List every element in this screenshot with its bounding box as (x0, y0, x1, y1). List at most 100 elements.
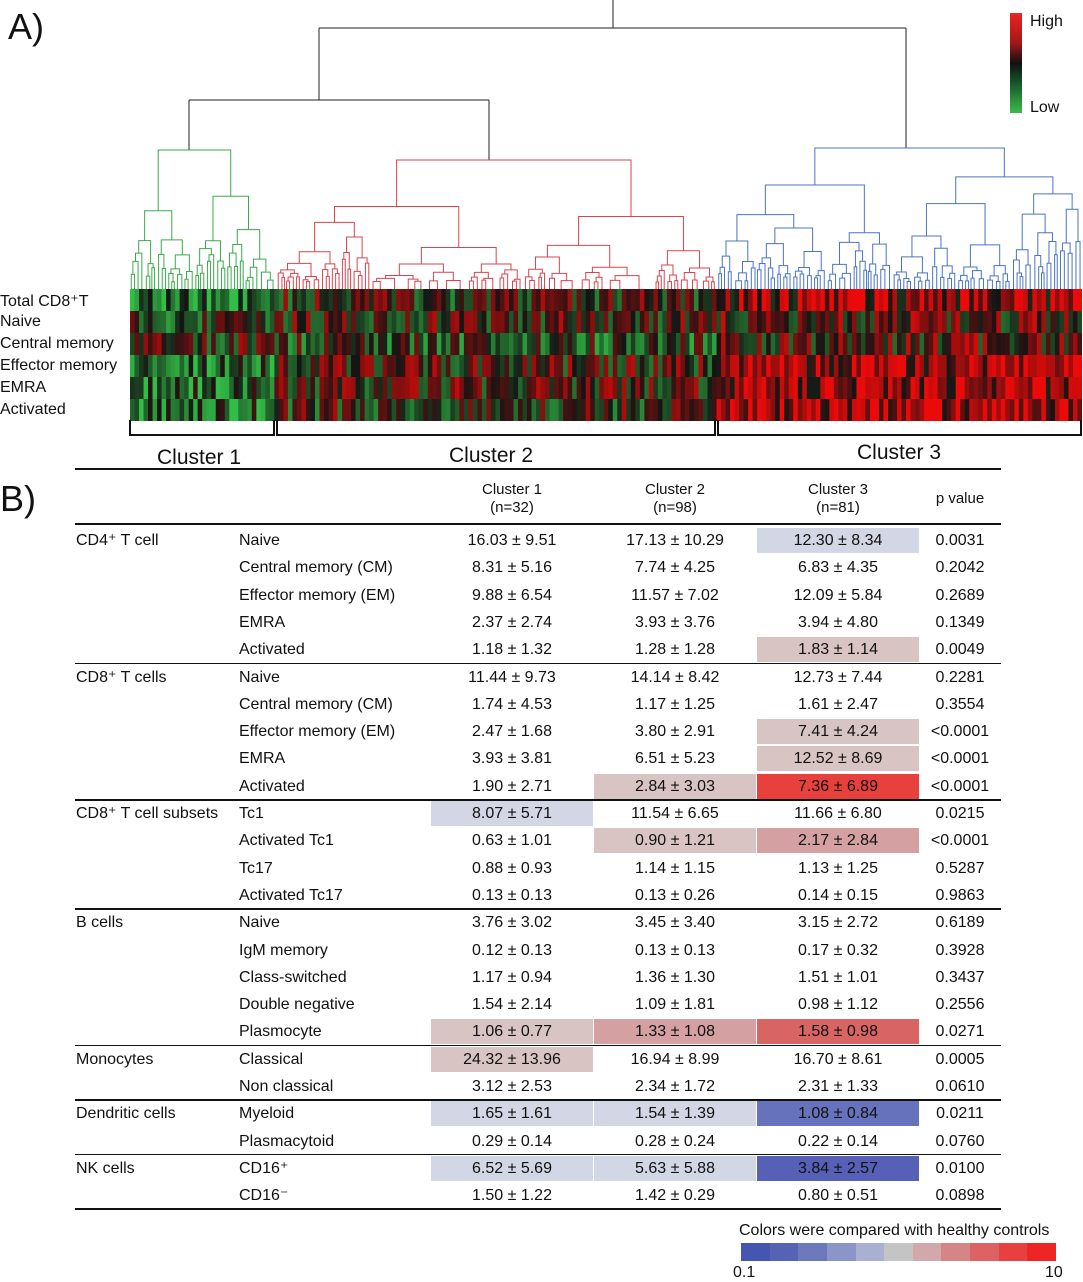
heatmap-cell (802, 377, 808, 399)
heatmap-cell (418, 333, 424, 355)
heatmap-cell (387, 289, 393, 311)
dendrogram-branch (168, 272, 174, 282)
heatmap-cell (558, 399, 564, 421)
heatmap-cell (351, 377, 357, 399)
heatmap-cell (157, 333, 163, 355)
heatmap-cell (220, 289, 226, 311)
heatmap-cell (1068, 333, 1074, 355)
row-label: Naive (239, 668, 280, 686)
dendrogram-branch (199, 272, 205, 280)
heatmap-cell (838, 399, 844, 421)
dendrogram-branch (1065, 208, 1079, 244)
dendrogram-branch (873, 274, 878, 282)
heatmap-cell (134, 311, 140, 333)
heatmap-cell (558, 333, 564, 355)
heatmap-cell (883, 311, 889, 333)
dendrogram-branch (897, 279, 902, 285)
heatmap-cell (874, 399, 880, 421)
table-cell: 1.54 ± 1.39 (594, 1101, 756, 1127)
heatmap-cell (1027, 377, 1033, 399)
heatmap-cell (387, 333, 393, 355)
heatmap-cell (179, 355, 185, 377)
table-cell: 3.94 ± 4.80 (798, 613, 878, 631)
heatmap-cell (540, 355, 546, 377)
heatmap-cell (188, 399, 194, 421)
heatmap-cell (256, 289, 262, 311)
dendrogram-branch (481, 279, 487, 285)
dendrogram-branch (614, 275, 640, 283)
dendrogram-branch (691, 279, 698, 285)
heatmap-cell (802, 289, 808, 311)
heatmap-cell (770, 377, 776, 399)
heatmap-cell (211, 311, 217, 333)
dendrogram-branch (144, 210, 173, 241)
heatmap-cell (400, 377, 406, 399)
heatmap-cell (143, 289, 149, 311)
table-cell: 12.52 ± 8.69 (757, 746, 919, 772)
heatmap-cell (693, 355, 700, 377)
dendrogram-branch (863, 269, 868, 279)
heatmap-cell (897, 333, 903, 355)
p-value: 0.3928 (935, 941, 985, 959)
heatmap-cell (675, 333, 682, 355)
dendrogram-branch (761, 257, 772, 269)
p-value: 0.2042 (935, 559, 985, 577)
table-cell: 3.12 ± 2.53 (472, 1078, 552, 1095)
heatmap-cell (197, 355, 203, 377)
heatmap-cell (346, 333, 352, 355)
heatmap-cell (856, 377, 862, 399)
heatmap-cell (364, 333, 370, 355)
heatmap-cell (459, 289, 465, 311)
heatmap-cell (730, 399, 736, 421)
column-header-n: (n=98) (653, 499, 697, 516)
row-label: Non classical (239, 1078, 334, 1095)
heatmap-cell (937, 377, 943, 399)
heatmap-cell (360, 289, 366, 311)
heatmap-cell (946, 289, 952, 311)
heatmap-cell (874, 311, 880, 333)
heatmap-cell (585, 355, 591, 377)
heatmap (130, 289, 1082, 421)
heatmap-cell (454, 377, 460, 399)
heatmap-cell (1059, 333, 1065, 355)
heatmap-cell (436, 289, 442, 311)
heatmap-cell (409, 399, 415, 421)
heatmap-cell (328, 333, 334, 355)
heatmap-cell (260, 311, 266, 333)
panel-a-label: A) (8, 6, 44, 47)
heatmap-cell (1027, 289, 1033, 311)
heatmap-cell (856, 333, 862, 355)
p-value: 0.9863 (935, 886, 985, 904)
heatmap-cell (342, 355, 348, 377)
heatmap-cell (802, 333, 808, 355)
heatmap-cell (851, 377, 858, 399)
heatmap-cell (716, 333, 722, 355)
heatmap-cell (635, 377, 641, 399)
heatmap-cell (1036, 377, 1042, 399)
heatmap-cell (865, 399, 871, 421)
heatmap-cell (960, 333, 966, 355)
dendrogram-branch (132, 260, 139, 275)
heatmap-cell (748, 355, 754, 377)
heatmap-cell (1068, 289, 1074, 311)
dendrogram-branch (595, 276, 603, 282)
heatmap-cell (554, 311, 560, 333)
heatmap-cell (594, 311, 600, 333)
heatmap-cell (369, 377, 375, 399)
heatmap-cell (806, 377, 812, 399)
heatmap-cell (770, 399, 776, 421)
dendrogram-branch (882, 264, 891, 271)
heatmap-cell (373, 311, 379, 333)
dendrogram-branch (777, 273, 781, 281)
heatmap-cell (757, 289, 763, 311)
heatmap-cell (721, 289, 727, 311)
heatmap-cell (973, 355, 979, 377)
dendrogram-branch (839, 241, 860, 265)
heatmap-cell (269, 399, 275, 421)
heatmap-cell (278, 399, 285, 421)
heatmap-cell (495, 355, 501, 377)
color-scale-swatch (941, 1243, 971, 1261)
heatmap-cell (269, 289, 275, 311)
heatmap-cell (499, 333, 506, 355)
heatmap-cell (499, 311, 506, 333)
